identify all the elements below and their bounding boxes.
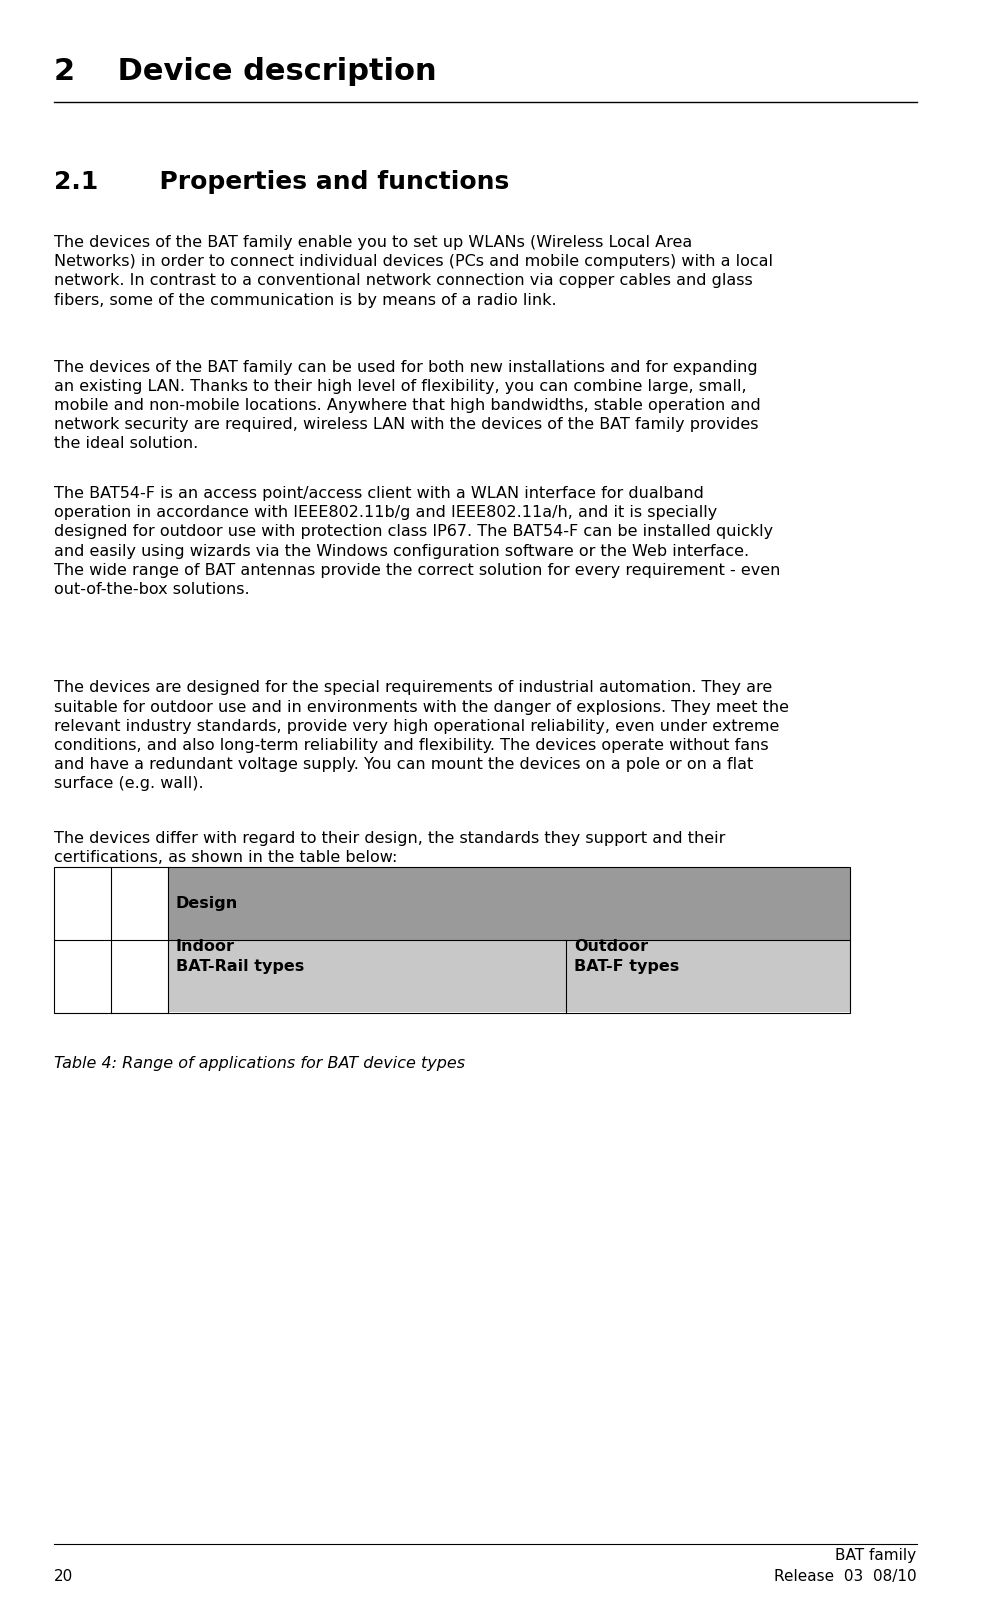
Text: Release  03  08/10: Release 03 08/10 <box>774 1570 917 1584</box>
Text: Design: Design <box>176 896 238 910</box>
Text: Outdoor
BAT-F types: Outdoor BAT-F types <box>574 940 679 974</box>
Bar <box>168 940 850 1012</box>
Text: 2.1       Properties and functions: 2.1 Properties and functions <box>54 170 509 194</box>
Text: The devices differ with regard to their design, the standards they support and t: The devices differ with regard to their … <box>54 831 726 865</box>
Text: Indoor
BAT-Rail types: Indoor BAT-Rail types <box>176 940 304 974</box>
Text: 2    Device description: 2 Device description <box>54 57 436 86</box>
Text: The BAT54-F is an access point/access client with a WLAN interface for dualband
: The BAT54-F is an access point/access cl… <box>54 486 780 598</box>
Text: The devices of the BAT family enable you to set up WLANs (Wireless Local Area
Ne: The devices of the BAT family enable you… <box>54 235 773 308</box>
Bar <box>54 940 168 1012</box>
Text: The devices are designed for the special requirements of industrial automation. : The devices are designed for the special… <box>54 680 789 792</box>
Text: The devices of the BAT family can be used for both new installations and for exp: The devices of the BAT family can be use… <box>54 360 761 452</box>
Bar <box>168 867 850 940</box>
Text: Table 4: Range of applications for BAT device types: Table 4: Range of applications for BAT d… <box>54 1056 465 1071</box>
Text: 20: 20 <box>54 1570 74 1584</box>
Text: BAT family: BAT family <box>835 1549 917 1563</box>
Bar <box>54 867 168 940</box>
Bar <box>54 867 850 1012</box>
